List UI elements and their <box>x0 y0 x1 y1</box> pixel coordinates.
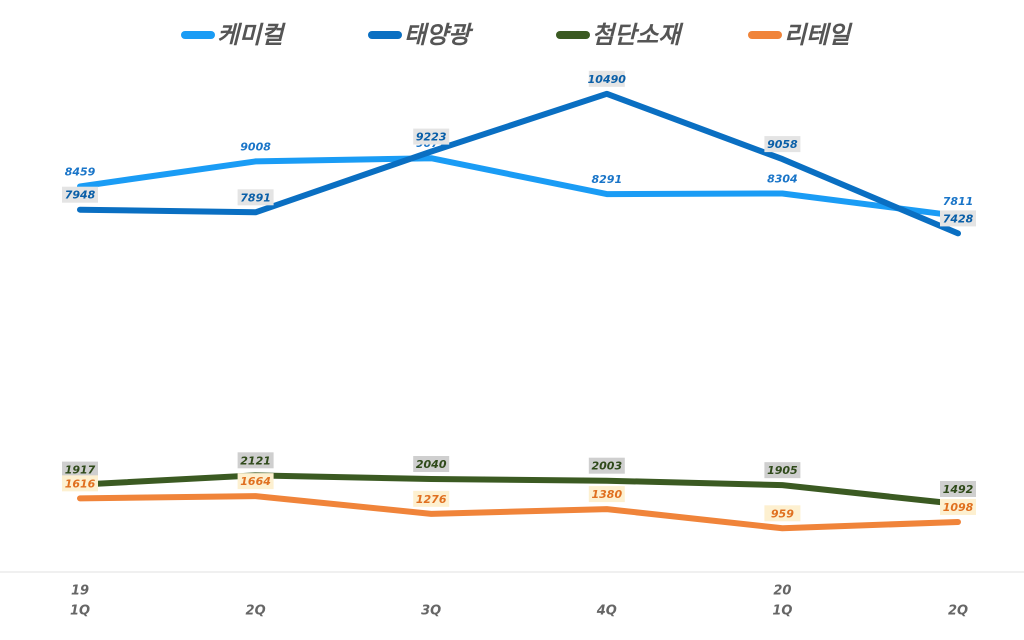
data-label: 2003 <box>591 460 622 473</box>
data-label: 9058 <box>767 138 798 151</box>
data-label-bg <box>62 163 98 180</box>
legend-label: 첨단소재 <box>592 21 684 49</box>
data-label-bg <box>413 490 450 507</box>
data-label-bg <box>62 186 98 203</box>
data-label-bg <box>588 486 625 503</box>
data-label: 1380 <box>591 488 622 501</box>
data-label: 9008 <box>240 140 271 153</box>
data-label-bg <box>237 189 274 206</box>
series-line <box>77 472 961 507</box>
series-line <box>77 155 961 219</box>
data-label-bg <box>588 171 625 188</box>
data-label: 1664 <box>240 475 271 488</box>
data-label: 8304 <box>767 172 798 185</box>
data-label: 2121 <box>240 454 271 467</box>
data-label: 8459 <box>65 165 96 178</box>
data-label: 1616 <box>65 477 96 490</box>
data-label: 1492 <box>943 483 974 496</box>
series-line <box>77 90 961 237</box>
x-group-label: 19 <box>71 584 89 599</box>
legend-label: 케미컬 <box>217 21 286 49</box>
x-group-label: 20 <box>773 584 791 599</box>
data-label-bg <box>940 192 976 209</box>
data-label-bg <box>62 461 98 478</box>
data-label: 8291 <box>591 173 622 186</box>
data-label-bg <box>764 462 801 479</box>
data-label-bg <box>588 457 625 474</box>
data-label-bg <box>940 210 976 227</box>
data-label: 7428 <box>943 212 974 225</box>
data-label: 1905 <box>767 464 798 477</box>
data-label-bg <box>237 452 274 469</box>
data-label: 1276 <box>416 493 447 506</box>
data-label: 959 <box>771 507 794 520</box>
x-tick-label: 4Q <box>596 604 617 619</box>
data-label-bg <box>413 128 450 145</box>
data-label: 9223 <box>416 131 447 144</box>
x-tick-label: 1Q <box>772 604 792 619</box>
data-label: 7948 <box>65 189 96 202</box>
data-label: 1917 <box>65 464 96 477</box>
data-label-bg <box>764 136 801 153</box>
x-tick-label: 1Q <box>70 604 90 619</box>
data-label: 2040 <box>416 458 447 471</box>
data-label-bg <box>62 475 98 492</box>
data-label-bg <box>237 138 274 155</box>
data-label-bg <box>413 456 450 473</box>
data-label-bg <box>588 70 625 87</box>
x-tick-label: 3Q <box>421 604 441 619</box>
data-label: 7811 <box>943 195 974 208</box>
data-label-bg <box>764 505 801 522</box>
legend-label: 태양광 <box>404 21 474 49</box>
legend-label: 리테일 <box>784 21 853 49</box>
data-label-bg <box>940 498 976 515</box>
data-label: 10490 <box>588 73 627 86</box>
data-label-bg <box>940 480 976 497</box>
x-tick-label: 2Q <box>948 604 968 619</box>
data-label: 7891 <box>240 191 271 204</box>
series-line <box>77 493 961 532</box>
data-label: 1098 <box>943 501 974 514</box>
data-label-bg <box>237 473 274 490</box>
x-tick-label: 2Q <box>246 604 266 619</box>
data-label-bg <box>764 170 801 187</box>
